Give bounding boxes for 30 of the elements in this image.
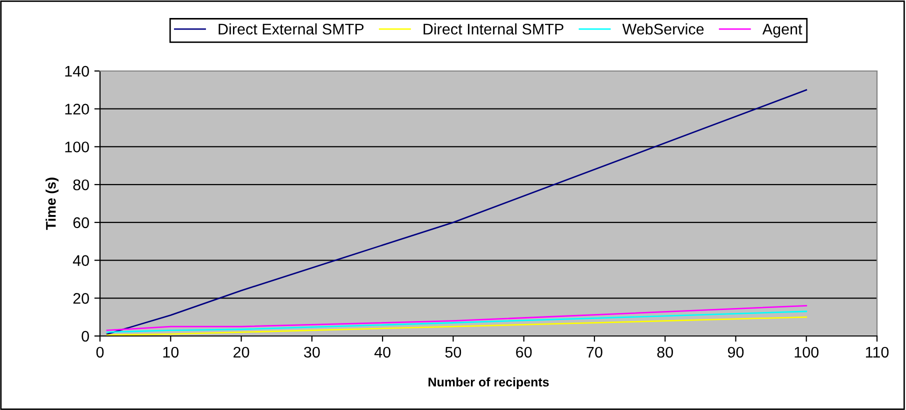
y-tick-label: 120 bbox=[65, 104, 89, 115]
legend-label: WebService bbox=[622, 23, 704, 35]
x-tick-label: 20 bbox=[234, 346, 250, 358]
y-tick-label: 0 bbox=[82, 330, 89, 342]
x-tick-label: 0 bbox=[96, 346, 104, 358]
x-tick-label: 70 bbox=[586, 346, 602, 358]
x-tick-label: 90 bbox=[728, 346, 744, 358]
x-tick-label: 60 bbox=[516, 346, 532, 358]
y-tick-label: 140 bbox=[65, 66, 89, 77]
y-tick-label: 20 bbox=[73, 293, 89, 304]
x-tick-label: 80 bbox=[657, 346, 673, 358]
legend-label: Agent bbox=[762, 24, 802, 38]
line-series bbox=[106, 316, 808, 336]
line-series bbox=[106, 310, 808, 333]
y-tick-label: 80 bbox=[73, 179, 89, 190]
x-tick-label: 110 bbox=[866, 346, 889, 358]
legend-label: Direct External SMTP bbox=[218, 23, 364, 35]
x-tick-label: 10 bbox=[163, 346, 179, 358]
y-tick-label: 60 bbox=[73, 217, 89, 228]
legend-label: Direct Internal SMTP bbox=[424, 23, 564, 35]
y-tick-label: 40 bbox=[72, 255, 89, 266]
y-tick-label: 100 bbox=[65, 142, 89, 152]
x-tick-label: 30 bbox=[304, 346, 320, 358]
x-tick-label: 50 bbox=[445, 346, 462, 358]
line-series bbox=[106, 305, 808, 332]
y-axis-title: Time (s) bbox=[46, 178, 59, 230]
line-series bbox=[106, 89, 808, 335]
x-tick-label: 40 bbox=[374, 346, 390, 358]
x-tick-label: 100 bbox=[794, 346, 819, 358]
x-axis-title: Number of recipents bbox=[428, 377, 549, 389]
